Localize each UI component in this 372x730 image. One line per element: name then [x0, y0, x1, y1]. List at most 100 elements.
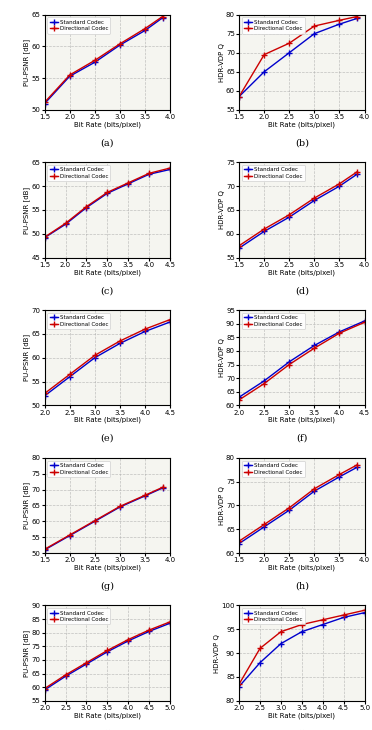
Line: Directional Codec: Directional Codec [236, 462, 360, 544]
Standard Codec [287, 212, 292, 221]
Text: (c): (c) [101, 286, 114, 295]
Directional Codec [160, 12, 165, 21]
Standard Codec [118, 503, 122, 512]
Directional Codec [147, 169, 151, 177]
Line: Directional Codec: Directional Codec [236, 169, 360, 248]
Directional Codec [168, 618, 172, 626]
Directional Codec [287, 360, 292, 369]
Standard Codec [168, 619, 172, 628]
Standard Codec [84, 203, 89, 212]
Standard Codec [67, 372, 72, 381]
Directional Codec [237, 680, 241, 688]
Line: Standard Codec: Standard Codec [236, 15, 360, 99]
Standard Codec [299, 627, 304, 636]
Directional Codec [237, 537, 241, 545]
Text: (d): (d) [295, 286, 309, 295]
Directional Codec [287, 39, 292, 47]
Legend: Standard Codec, Directional Codec: Standard Codec, Directional Codec [47, 608, 110, 624]
Directional Codec [67, 370, 72, 379]
X-axis label: Bit Rate (bits/pixel): Bit Rate (bits/pixel) [74, 269, 141, 276]
Standard Codec [160, 483, 165, 492]
Directional Codec [287, 504, 292, 512]
Standard Codec [105, 648, 110, 656]
Directional Codec [312, 344, 317, 353]
Directional Codec [262, 520, 266, 529]
Line: Standard Codec: Standard Codec [236, 610, 367, 689]
Standard Codec [237, 393, 241, 402]
X-axis label: Bit Rate (bits/pixel): Bit Rate (bits/pixel) [268, 269, 335, 276]
Directional Codec [337, 328, 342, 337]
Text: (h): (h) [295, 582, 309, 591]
Legend: Standard Codec, Directional Codec: Standard Codec, Directional Codec [242, 165, 305, 181]
Standard Codec [93, 58, 97, 66]
Directional Codec [63, 671, 68, 680]
Directional Codec [67, 71, 72, 80]
Standard Codec [42, 685, 47, 694]
Directional Codec [355, 461, 359, 469]
X-axis label: Bit Rate (bits/pixel): Bit Rate (bits/pixel) [74, 564, 141, 571]
Line: Directional Codec: Directional Codec [42, 317, 173, 396]
Directional Codec [42, 389, 47, 398]
Standard Codec [362, 317, 367, 326]
Standard Codec [143, 327, 147, 336]
Text: (e): (e) [100, 434, 114, 443]
Directional Codec [237, 242, 241, 250]
Legend: Standard Codec, Directional Codec: Standard Codec, Directional Codec [242, 18, 305, 34]
Directional Codec [147, 626, 151, 634]
Legend: Standard Codec, Directional Codec: Standard Codec, Directional Codec [242, 608, 305, 624]
Standard Codec [287, 358, 292, 366]
Standard Codec [312, 487, 317, 496]
Directional Codec [93, 351, 97, 360]
Directional Codec [93, 516, 97, 525]
Standard Codec [237, 539, 241, 548]
Standard Codec [321, 620, 325, 629]
Standard Codec [355, 170, 359, 179]
Line: Standard Codec: Standard Codec [236, 172, 360, 251]
Directional Codec [355, 167, 359, 176]
Directional Codec [84, 202, 89, 211]
Directional Codec [237, 396, 241, 404]
Directional Codec [341, 610, 346, 619]
Legend: Standard Codec, Directional Codec: Standard Codec, Directional Codec [242, 313, 305, 329]
Standard Codec [337, 472, 342, 481]
Standard Codec [262, 523, 266, 531]
Standard Codec [279, 639, 283, 648]
Line: Directional Codec: Directional Codec [42, 14, 165, 105]
Directional Codec [143, 491, 147, 499]
Directional Codec [337, 180, 342, 188]
Directional Codec [262, 50, 266, 59]
Directional Codec [321, 615, 325, 624]
Directional Codec [118, 502, 122, 511]
Standard Codec [126, 180, 131, 188]
Directional Codec [118, 39, 122, 48]
Standard Codec [262, 377, 266, 385]
Standard Codec [42, 391, 47, 400]
Standard Codec [312, 29, 317, 38]
X-axis label: Bit Rate (bits/pixel): Bit Rate (bits/pixel) [268, 564, 335, 571]
Standard Codec [362, 608, 367, 617]
Line: Directional Codec: Directional Codec [236, 607, 367, 687]
Line: Standard Codec: Standard Codec [42, 620, 173, 693]
Directional Codec [67, 531, 72, 539]
Standard Codec [237, 92, 241, 101]
Directional Codec [126, 635, 131, 644]
Y-axis label: PU-PSNR [dB]: PU-PSNR [dB] [23, 39, 30, 86]
Directional Codec [312, 485, 317, 493]
Standard Codec [237, 244, 241, 253]
X-axis label: Bit Rate (bits/pixel): Bit Rate (bits/pixel) [268, 712, 335, 719]
Line: Directional Codec: Directional Codec [236, 320, 367, 403]
Directional Codec [258, 644, 262, 653]
Directional Codec [143, 24, 147, 33]
Directional Codec [84, 658, 89, 667]
Y-axis label: HDR-VDP Q: HDR-VDP Q [218, 338, 225, 377]
Standard Codec [355, 14, 359, 23]
X-axis label: Bit Rate (bits/pixel): Bit Rate (bits/pixel) [74, 417, 141, 423]
Standard Codec [312, 196, 317, 205]
Y-axis label: PU-PSNR [dB]: PU-PSNR [dB] [23, 186, 30, 234]
Legend: Standard Codec, Directional Codec: Standard Codec, Directional Codec [47, 165, 110, 181]
Y-axis label: PU-PSNR [dB]: PU-PSNR [dB] [23, 629, 30, 677]
X-axis label: Bit Rate (bits/pixel): Bit Rate (bits/pixel) [268, 121, 335, 128]
Text: (f): (f) [296, 434, 308, 443]
Line: Standard Codec: Standard Codec [42, 319, 173, 399]
Standard Codec [67, 72, 72, 80]
